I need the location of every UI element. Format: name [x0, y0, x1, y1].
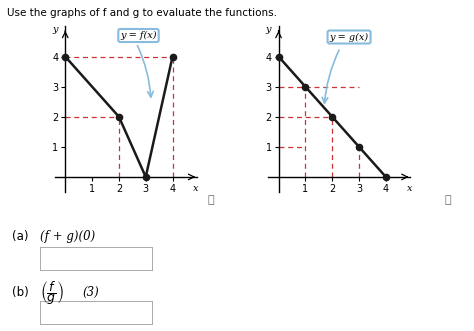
Text: y: y — [52, 25, 58, 34]
Text: ⓘ: ⓘ — [208, 195, 214, 205]
Text: x: x — [407, 184, 412, 193]
Text: (3): (3) — [83, 286, 100, 300]
Text: (b): (b) — [12, 286, 28, 300]
Text: x: x — [193, 184, 199, 193]
Text: y: y — [265, 25, 271, 34]
Text: Use the graphs of f and g to evaluate the functions.: Use the graphs of f and g to evaluate th… — [7, 8, 277, 18]
Text: ⓘ: ⓘ — [445, 195, 451, 205]
Text: (a): (a) — [12, 230, 28, 243]
Text: (f + g)(0): (f + g)(0) — [40, 230, 96, 243]
Text: y = f(x): y = f(x) — [120, 31, 157, 40]
Text: y = g(x): y = g(x) — [329, 32, 369, 42]
Text: $\left(\dfrac{f}{g}\right)$: $\left(\dfrac{f}{g}\right)$ — [40, 279, 64, 307]
